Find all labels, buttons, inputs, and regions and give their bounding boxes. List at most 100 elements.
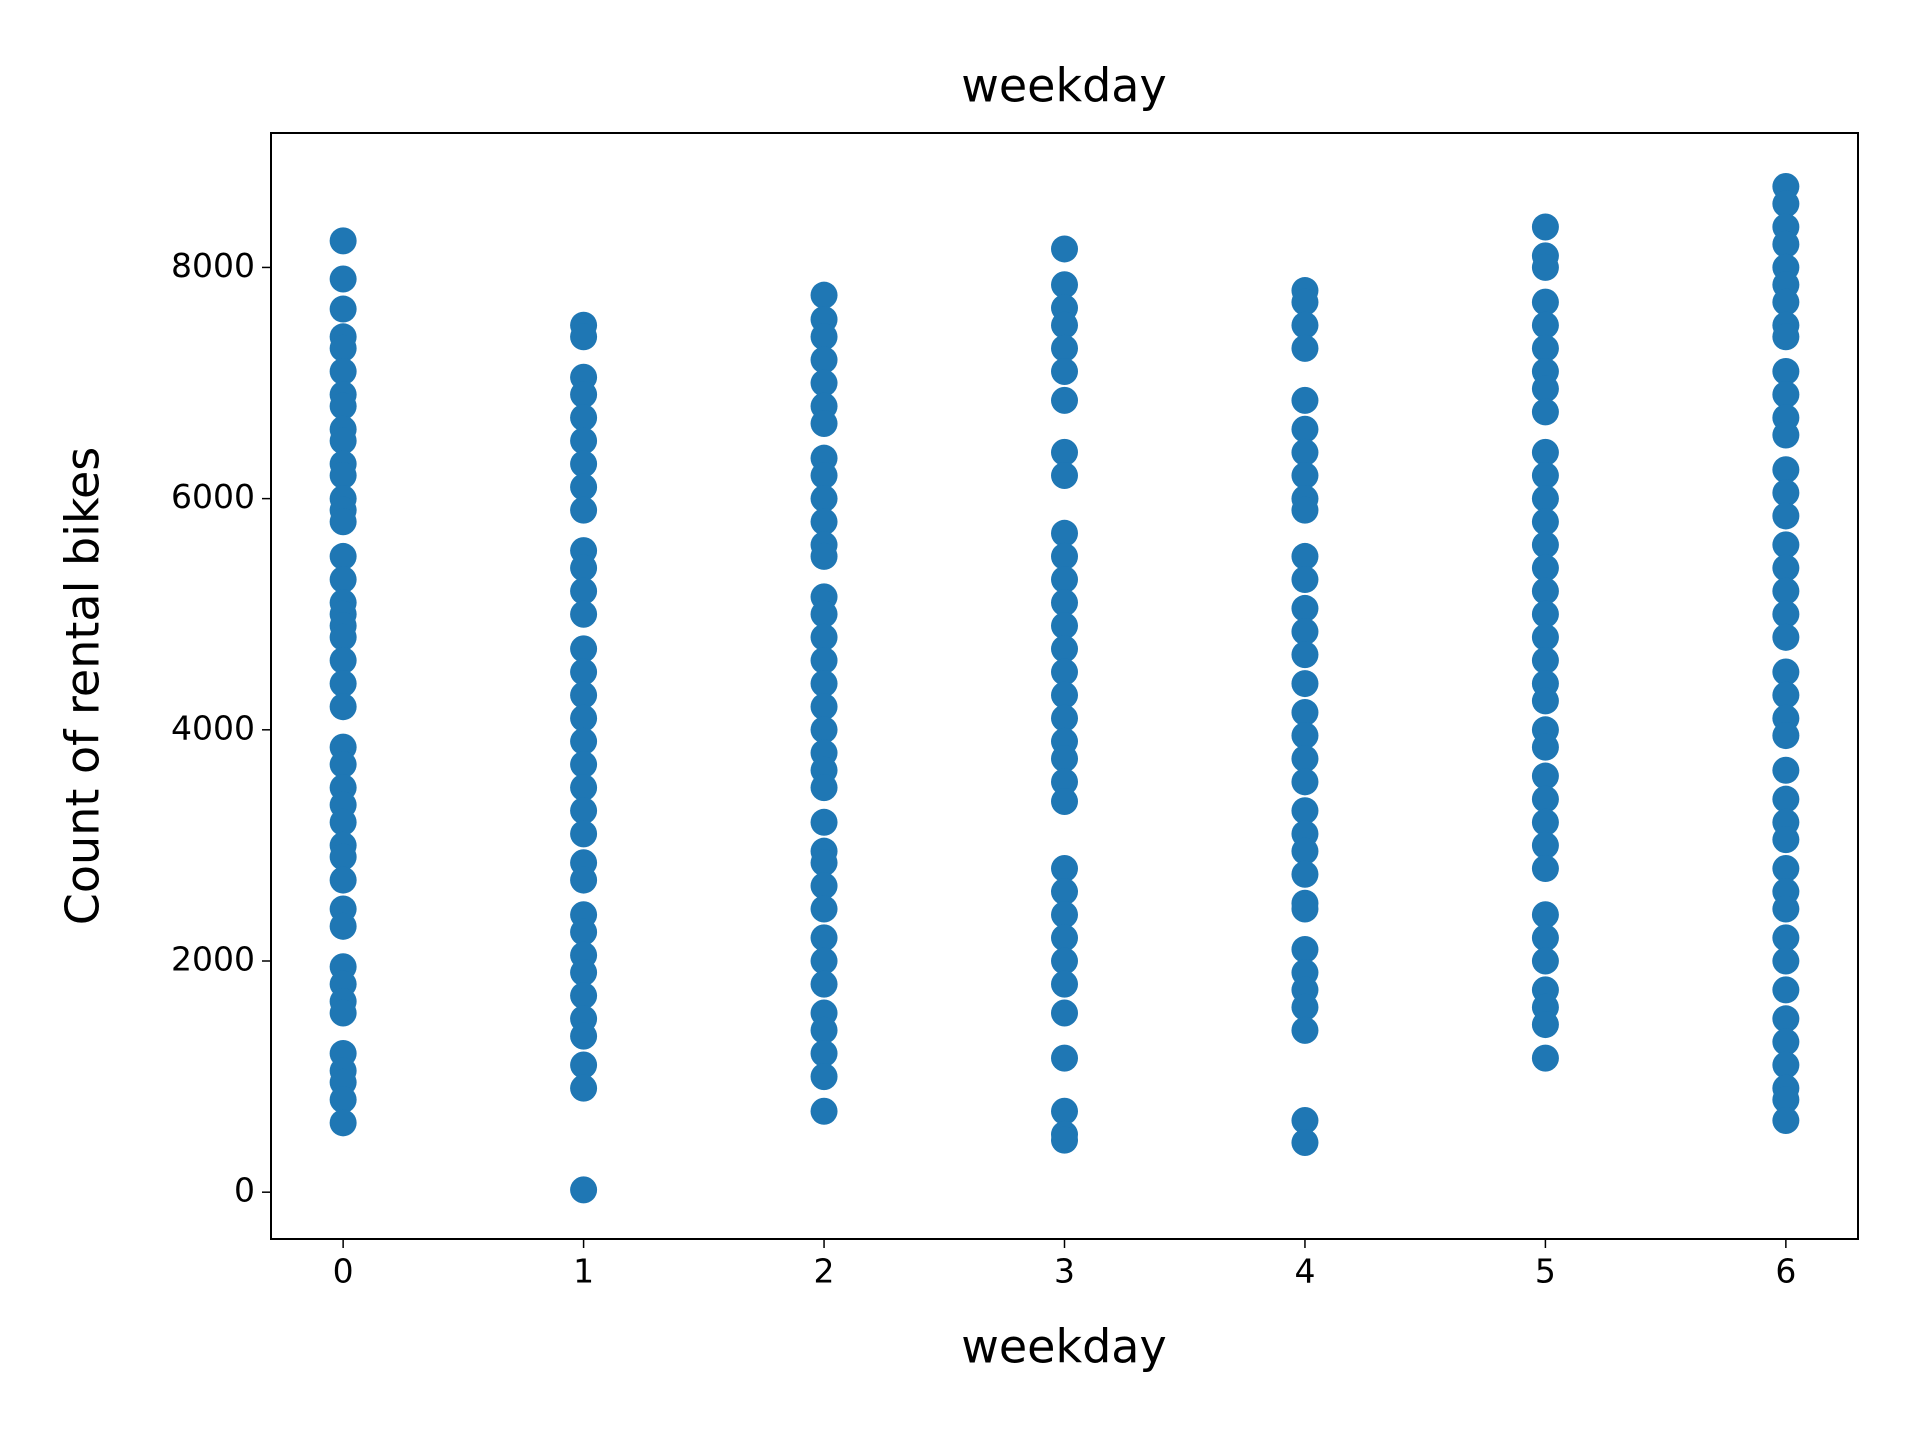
point — [570, 704, 598, 732]
point — [1772, 681, 1800, 709]
point — [1531, 924, 1559, 952]
point — [1291, 1128, 1319, 1156]
point — [1051, 970, 1078, 998]
point — [1291, 722, 1319, 750]
point — [810, 1097, 838, 1125]
point — [1772, 479, 1800, 507]
y-tick-label: 0 — [234, 1171, 255, 1210]
point — [1051, 438, 1078, 466]
point — [1291, 993, 1319, 1021]
point — [1531, 831, 1559, 859]
point — [1051, 635, 1078, 663]
point — [1531, 687, 1559, 715]
point — [1531, 554, 1559, 582]
point — [1291, 797, 1319, 825]
y-tick-label: 2000 — [171, 939, 255, 978]
point — [1051, 589, 1078, 617]
point — [1772, 1107, 1800, 1135]
point — [1531, 375, 1559, 403]
point — [810, 462, 838, 490]
point — [1051, 386, 1078, 414]
point — [570, 918, 598, 946]
point — [1531, 623, 1559, 651]
point — [329, 462, 357, 490]
point — [570, 1074, 598, 1102]
point — [1772, 924, 1800, 952]
point — [1772, 1051, 1800, 1079]
point — [1051, 235, 1078, 263]
point — [570, 554, 598, 582]
point — [570, 797, 598, 825]
point — [810, 623, 838, 651]
point — [329, 427, 357, 455]
point — [329, 808, 357, 836]
point — [1291, 768, 1319, 796]
point — [1291, 670, 1319, 698]
point — [1531, 762, 1559, 790]
point — [1772, 456, 1800, 484]
point — [570, 982, 598, 1010]
point — [570, 681, 598, 709]
point — [1051, 1097, 1078, 1125]
point — [810, 346, 838, 374]
point — [1531, 855, 1559, 883]
point — [1531, 334, 1559, 362]
point — [810, 485, 838, 513]
point — [570, 820, 598, 848]
point — [1772, 554, 1800, 582]
point — [810, 646, 838, 674]
point — [570, 866, 598, 894]
point — [1051, 311, 1078, 339]
x-tick-label: 5 — [1535, 1252, 1556, 1291]
point — [810, 895, 838, 923]
point — [1051, 1044, 1078, 1072]
point — [329, 693, 357, 721]
point — [1051, 566, 1078, 594]
point — [1291, 1016, 1319, 1044]
point — [570, 496, 598, 524]
x-axis-label: weekday — [961, 1320, 1166, 1374]
point — [1531, 531, 1559, 559]
point — [1531, 1011, 1559, 1039]
point — [1531, 398, 1559, 426]
point — [1291, 698, 1319, 726]
point — [1051, 681, 1078, 709]
point — [1051, 745, 1078, 773]
point — [1051, 901, 1078, 929]
point — [329, 670, 357, 698]
point — [1772, 502, 1800, 530]
point — [1291, 594, 1319, 622]
point — [1531, 438, 1559, 466]
point — [1772, 190, 1800, 218]
point — [1051, 519, 1078, 547]
point — [1291, 895, 1319, 923]
point — [329, 750, 357, 778]
point — [329, 623, 357, 651]
point — [1291, 496, 1319, 524]
point — [810, 1039, 838, 1067]
point — [810, 716, 838, 744]
chart-title: weekday — [961, 59, 1166, 113]
point — [329, 566, 357, 594]
point — [1531, 947, 1559, 975]
point — [570, 1176, 598, 1204]
point — [1291, 935, 1319, 963]
point — [1051, 542, 1078, 570]
point — [1051, 462, 1078, 490]
point — [1772, 288, 1800, 316]
point — [1291, 288, 1319, 316]
point — [329, 843, 357, 871]
point — [1772, 531, 1800, 559]
point — [810, 924, 838, 952]
point — [329, 1086, 357, 1114]
point — [1291, 334, 1319, 362]
point — [1772, 976, 1800, 1004]
point — [1051, 947, 1078, 975]
point — [1291, 618, 1319, 646]
point — [1051, 878, 1078, 906]
point — [1291, 745, 1319, 773]
x-tick-label: 3 — [1054, 1252, 1075, 1291]
y-axis-label: Count of rental bikes — [56, 447, 110, 925]
point — [1051, 612, 1078, 640]
